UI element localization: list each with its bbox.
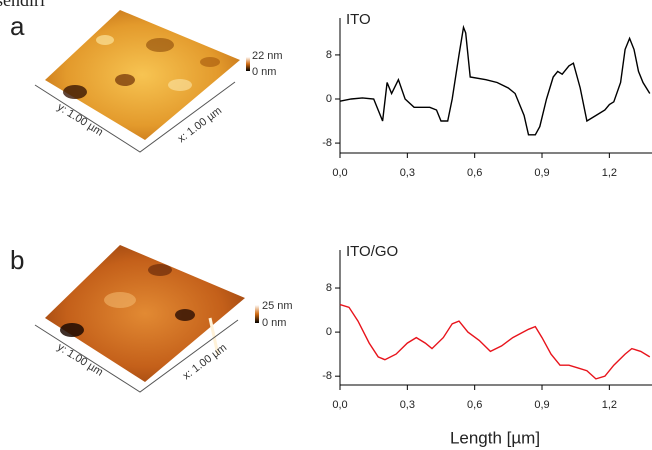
x-tick-label: 0,6 — [467, 399, 482, 411]
y-tick-label: 8 — [326, 282, 332, 294]
x-tick-label: 1,2 — [602, 167, 617, 179]
x-tick-label: 0,3 — [400, 399, 415, 411]
x-tick-label: 1,2 — [602, 399, 617, 411]
scale-max: 25 nm — [262, 300, 293, 312]
top-text: sendiri — [0, 0, 45, 10]
x-tick-label: 0,0 — [332, 167, 347, 179]
y-tick-label: -8 — [322, 137, 332, 149]
chart-title: ITO — [346, 11, 371, 28]
scale-min: 0 nm — [252, 66, 276, 78]
data-line — [340, 305, 650, 379]
afm-image — [35, 245, 259, 392]
panel-label: b — [10, 245, 24, 275]
x-tick-label: 0,9 — [534, 399, 549, 411]
figure: sendiri a 22 nm 0 nm y: 1.00 µm x: 1.00 … — [0, 0, 652, 450]
panel-label: a — [10, 11, 25, 41]
y-tick-label: -8 — [322, 370, 332, 382]
scale-max: 22 nm — [252, 50, 283, 62]
chart-title: ITO/GO — [346, 243, 398, 260]
y-tick-label: 8 — [326, 49, 332, 61]
y-tick-label: 0 — [326, 93, 332, 105]
x-axis-label: Length [µm] — [450, 428, 540, 447]
x-tick-label: 0,9 — [534, 167, 549, 179]
x-tick-label: 0,6 — [467, 167, 482, 179]
scale-min: 0 nm — [262, 317, 286, 329]
x-tick-label: 0,3 — [400, 167, 415, 179]
y-tick-label: 0 — [326, 326, 332, 338]
x-tick-label: 0,0 — [332, 399, 347, 411]
afm-x-axis: x: 1.00 µm — [176, 105, 224, 146]
afm-image — [35, 10, 250, 152]
data-line — [340, 27, 650, 134]
afm-x-axis: x: 1.00 µm — [181, 342, 229, 383]
